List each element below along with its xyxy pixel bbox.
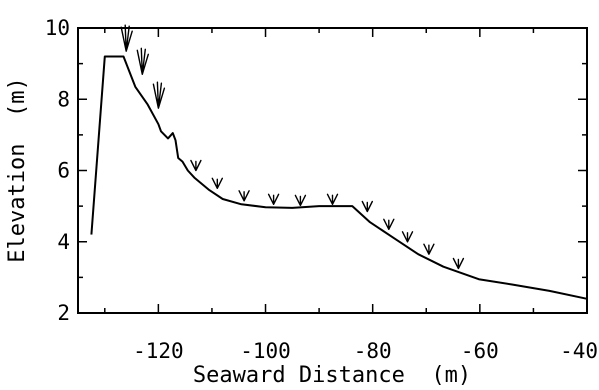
x-tick-label: -40 [560, 339, 598, 363]
grass-marker [452, 257, 465, 270]
y-tick-label: 8 [57, 87, 70, 111]
grass-marker [267, 193, 280, 206]
grass-marker [120, 24, 133, 52]
y-tick-label: 2 [57, 301, 70, 325]
grass-marker [136, 47, 150, 76]
axis-ticks [78, 27, 588, 314]
grass-marker [238, 190, 250, 202]
y-axis-label: Elevation (m) [5, 77, 30, 262]
y-tick-label: 10 [45, 16, 70, 40]
grass-marker [361, 200, 373, 213]
grass-marker [211, 177, 224, 190]
vegetation-markers [120, 24, 465, 270]
x-tick-label: -120 [133, 339, 184, 363]
grass-marker [152, 81, 166, 109]
grass-marker [326, 193, 339, 206]
tick-labels: -120 -100 -80 -60 -40 2 4 6 8 10 [45, 16, 598, 363]
x-tick-label: -100 [240, 339, 291, 363]
grass-marker [294, 194, 307, 207]
x-axis-label: Seaward Distance (m) [193, 363, 471, 388]
grass-marker [383, 218, 395, 231]
grass-marker [423, 243, 435, 255]
elevation-profile-line [90, 55, 588, 300]
grass-marker [190, 159, 202, 172]
y-tick-label: 4 [57, 230, 70, 254]
plot-frame [77, 27, 588, 314]
x-tick-label: -80 [354, 339, 392, 363]
grass-marker [401, 231, 414, 243]
y-tick-label: 6 [57, 159, 70, 183]
x-tick-label: -60 [461, 339, 499, 363]
